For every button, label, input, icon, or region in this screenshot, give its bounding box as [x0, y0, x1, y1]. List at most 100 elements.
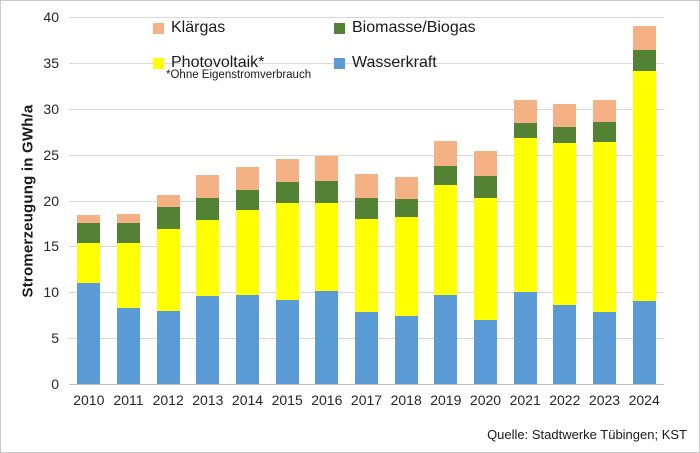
- bar-2022: [553, 17, 577, 384]
- y-tick-label-10: 10: [43, 284, 59, 300]
- y-tick-label-15: 15: [43, 238, 59, 254]
- bar-2014: [236, 17, 259, 384]
- wasserkraft-swatch-icon: [334, 57, 345, 69]
- segment-kl-rgas-2019: [434, 140, 458, 166]
- segment-photovoltaik-2015: [275, 203, 299, 300]
- bar-2023: [593, 17, 616, 384]
- y-tick-label-40: 40: [43, 9, 59, 25]
- segment-biomasse-biogas-2014: [236, 189, 259, 210]
- bar-2019: [434, 17, 458, 384]
- plot-area: [69, 17, 664, 385]
- x-tick-label-2017: 2017: [350, 392, 383, 408]
- x-tick-label-2023: 2023: [588, 392, 621, 408]
- segment-biomasse-biogas-2010: [77, 223, 101, 243]
- segment-photovoltaik-2014: [236, 209, 259, 295]
- segment-biomasse-biogas-2015: [275, 182, 299, 204]
- segment-wasserkraft-2021: [513, 292, 537, 384]
- photovoltaik-footnote: *Ohne Eigenstromverbrauch: [166, 69, 312, 81]
- y-tick-label-0: 0: [51, 376, 59, 392]
- legend-entry-photovoltaik: Photovoltaik*: [153, 54, 264, 72]
- segment-kl-rgas-2016: [315, 156, 339, 182]
- segment-biomasse-biogas-2019: [434, 165, 458, 185]
- legend-label-biomasse: Biomasse/Biogas: [352, 19, 476, 36]
- segment-photovoltaik-2022: [553, 142, 577, 306]
- x-tick-label-2019: 2019: [430, 392, 462, 408]
- segment-biomasse-biogas-2024: [632, 50, 656, 72]
- segment-wasserkraft-2010: [77, 283, 101, 384]
- segment-wasserkraft-2013: [196, 295, 220, 384]
- segment-kl-rgas-2015: [275, 159, 299, 183]
- x-tick-label-2015: 2015: [271, 392, 303, 408]
- bar-2013: [196, 17, 220, 384]
- segment-photovoltaik-2010: [77, 242, 101, 284]
- gridline-35: [69, 63, 664, 64]
- segment-wasserkraft-2012: [156, 310, 180, 384]
- source-caption: Quelle: Stadtwerke Tübingen; KST: [487, 427, 687, 442]
- biomasse-swatch-icon: [334, 22, 345, 34]
- x-tick-label-2011: 2011: [113, 392, 144, 408]
- y-tick-label-20: 20: [43, 193, 59, 209]
- legend-entry-biomasse: Biomasse/Biogas: [334, 19, 476, 37]
- segment-kl-rgas-2021: [513, 99, 537, 123]
- segment-wasserkraft-2014: [236, 295, 259, 384]
- y-tick-label-35: 35: [43, 55, 59, 71]
- segment-biomasse-biogas-2020: [474, 175, 497, 198]
- x-tick-label-2018: 2018: [390, 392, 422, 408]
- gridline-40: [69, 17, 664, 18]
- x-tick-label-2012: 2012: [152, 392, 184, 408]
- segment-kl-rgas-2017: [355, 173, 378, 198]
- segment-biomasse-biogas-2012: [156, 206, 180, 229]
- x-tick-label-2013: 2013: [192, 392, 224, 408]
- x-tick-label-2014: 2014: [231, 392, 264, 408]
- x-tick-label-2016: 2016: [311, 392, 343, 408]
- segment-kl-rgas-2011: [117, 214, 140, 224]
- y-tick-label-30: 30: [43, 101, 59, 117]
- bar-2011: [117, 17, 140, 384]
- segment-kl-rgas-2022: [553, 104, 577, 128]
- segment-wasserkraft-2015: [275, 299, 299, 384]
- segment-biomasse-biogas-2011: [117, 223, 140, 243]
- y-tick-label-5: 5: [51, 330, 59, 346]
- segment-wasserkraft-2022: [553, 305, 577, 384]
- segment-biomasse-biogas-2022: [553, 127, 577, 143]
- segment-photovoltaik-2023: [593, 141, 616, 312]
- segment-wasserkraft-2023: [593, 311, 616, 384]
- legend-label-klaergas: Klärgas: [171, 19, 226, 36]
- legend-label-photovoltaik: Photovoltaik*: [171, 54, 265, 71]
- segment-kl-rgas-2010: [77, 215, 101, 224]
- segment-wasserkraft-2020: [474, 319, 497, 384]
- bar-2010: [77, 17, 101, 384]
- x-tick-label-2022: 2022: [549, 392, 581, 408]
- segment-kl-rgas-2023: [593, 99, 616, 122]
- segment-wasserkraft-2019: [434, 295, 458, 384]
- segment-photovoltaik-2021: [513, 138, 537, 293]
- segment-biomasse-biogas-2023: [593, 121, 616, 142]
- klaergas-swatch-icon: [153, 22, 164, 34]
- segment-photovoltaik-2011: [117, 242, 140, 308]
- bar-2018: [394, 17, 418, 384]
- segment-photovoltaik-2013: [196, 219, 220, 296]
- bar-2012: [156, 17, 180, 384]
- x-tick-label-2020: 2020: [469, 392, 502, 408]
- bar-2017: [355, 17, 378, 384]
- segment-biomasse-biogas-2013: [196, 197, 220, 220]
- segment-wasserkraft-2024: [632, 300, 656, 384]
- segment-kl-rgas-2014: [236, 166, 259, 190]
- legend-entry-wasserkraft: Wasserkraft: [334, 54, 437, 72]
- bar-2021: [513, 17, 537, 384]
- x-axis-line: [69, 384, 664, 385]
- segment-biomasse-biogas-2017: [355, 197, 378, 219]
- segment-biomasse-biogas-2018: [394, 198, 418, 217]
- segment-wasserkraft-2016: [315, 291, 339, 384]
- bar-2015: [275, 17, 299, 384]
- segment-photovoltaik-2020: [474, 197, 497, 320]
- segment-biomasse-biogas-2021: [513, 122, 537, 139]
- bar-2020: [474, 17, 497, 384]
- segment-photovoltaik-2024: [632, 71, 656, 301]
- photovoltaik-swatch-icon: [153, 57, 164, 69]
- segment-wasserkraft-2011: [117, 307, 140, 384]
- gridline-30: [69, 109, 664, 110]
- legend-label-wasserkraft: Wasserkraft: [352, 54, 437, 71]
- segment-photovoltaik-2018: [394, 217, 418, 317]
